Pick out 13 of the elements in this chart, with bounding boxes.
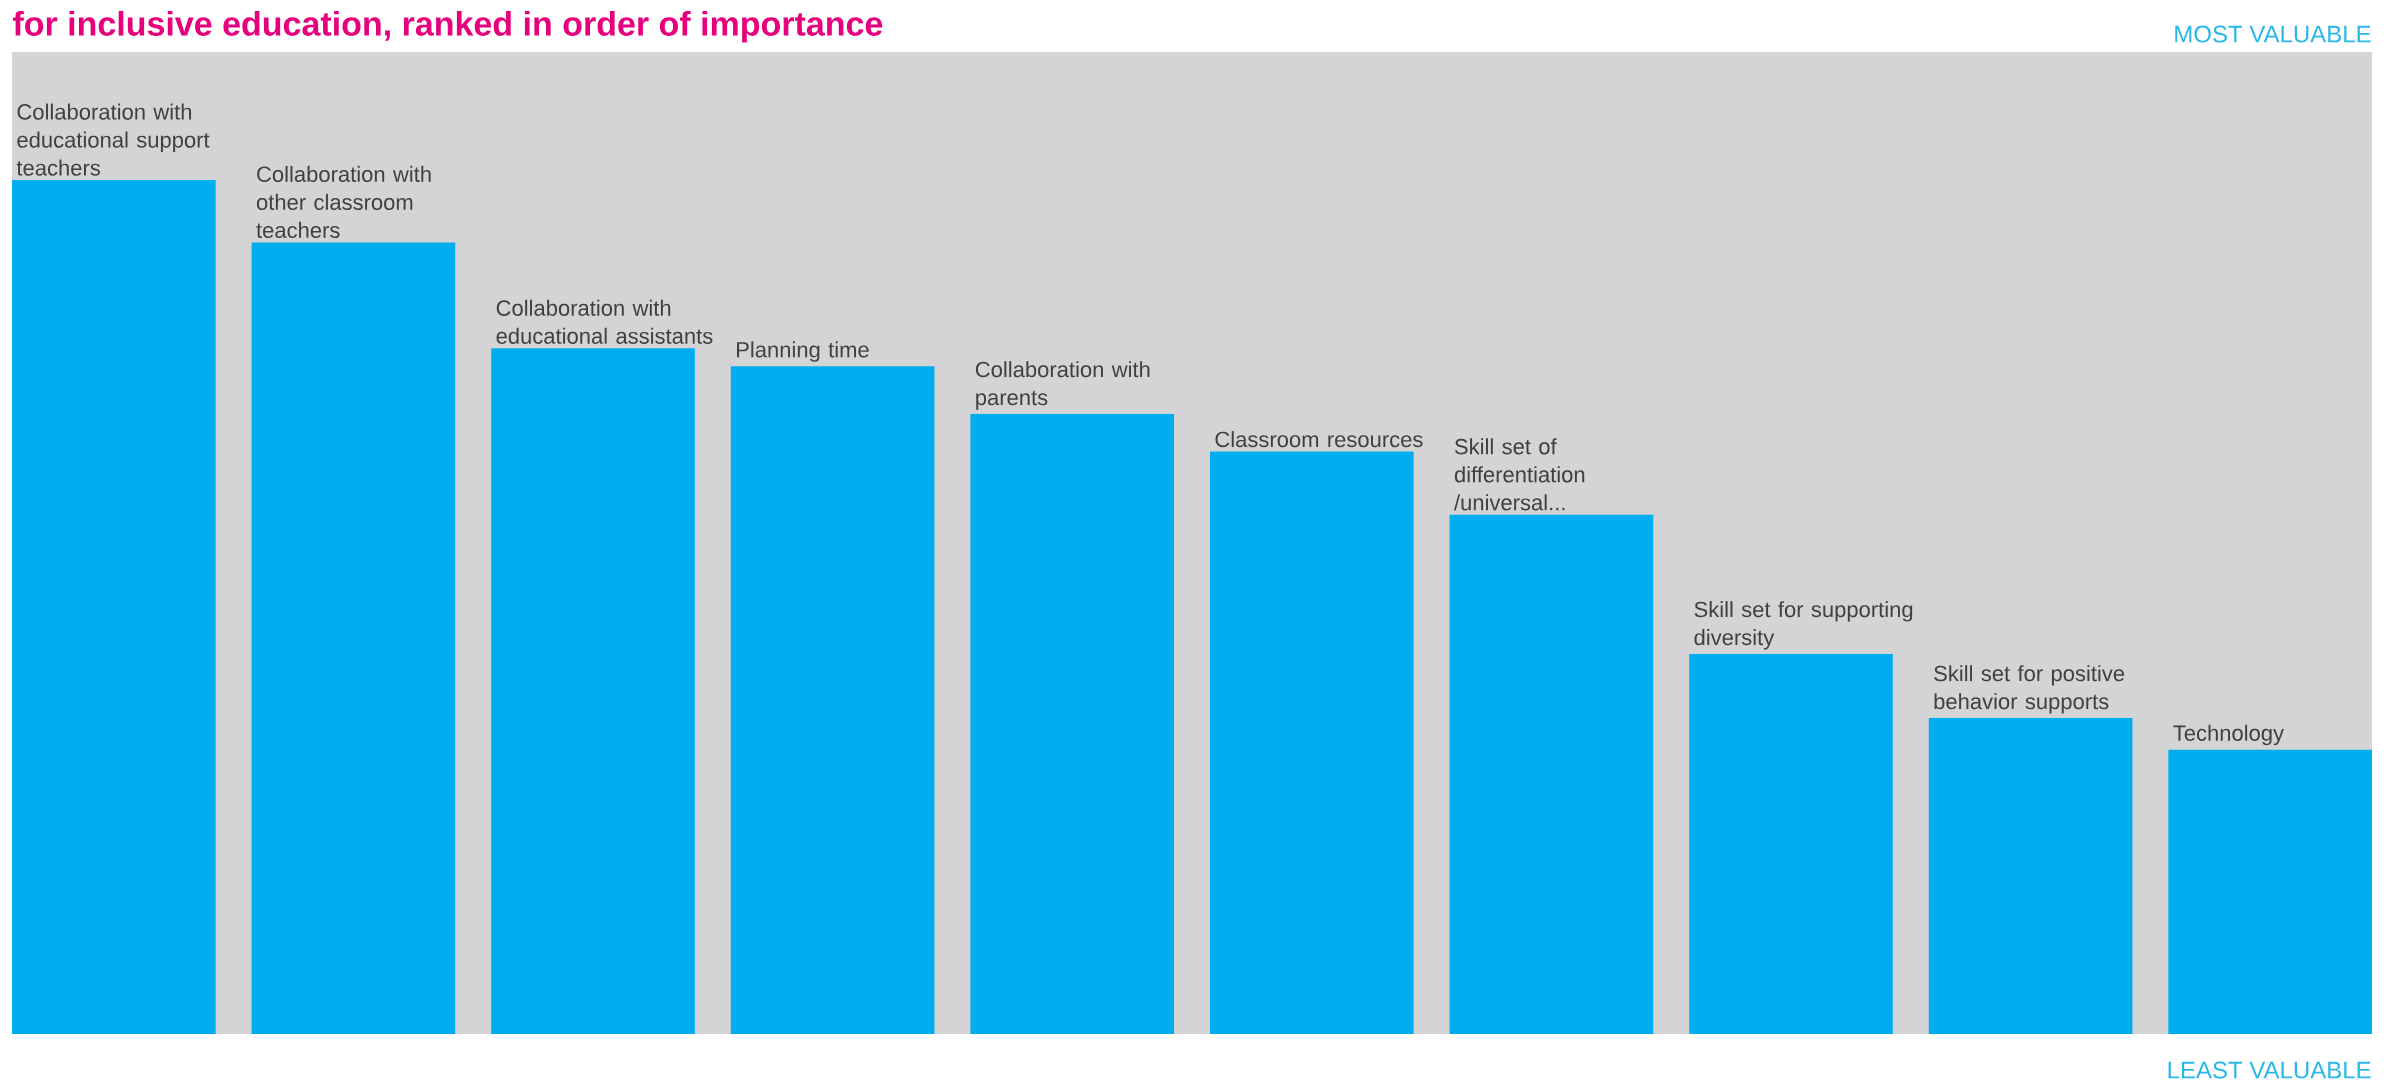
text: MOST VALUABLE — [2175, 25, 2371, 43]
x-tick-label: Collaboration with parents — [975, 361, 1150, 410]
x-tick-label: Planning time — [737, 341, 869, 362]
chart-title: for inclusive education, ranked in order of importance — [13, 10, 883, 43]
x-tick-label: Technology — [2173, 724, 2284, 746]
text: LEAST VALUABLE — [2168, 1061, 2371, 1079]
x-tick-label: Classroom resources — [1215, 431, 1423, 448]
x-tick-label: Skill set for supporting diversity — [1694, 601, 1913, 650]
x-tick-label: Collaboration with educational assistants — [496, 299, 713, 344]
x-tick-label: Collaboration with educational support teachers — [16, 103, 210, 176]
x-tick-label: Collaboration with other classroom teachers — [256, 165, 431, 239]
x-tick-label: Skill set for positive behavior supports — [1934, 665, 2125, 714]
x-tick-label: Skill set of differentiation /universal... — [1453, 438, 1585, 511]
